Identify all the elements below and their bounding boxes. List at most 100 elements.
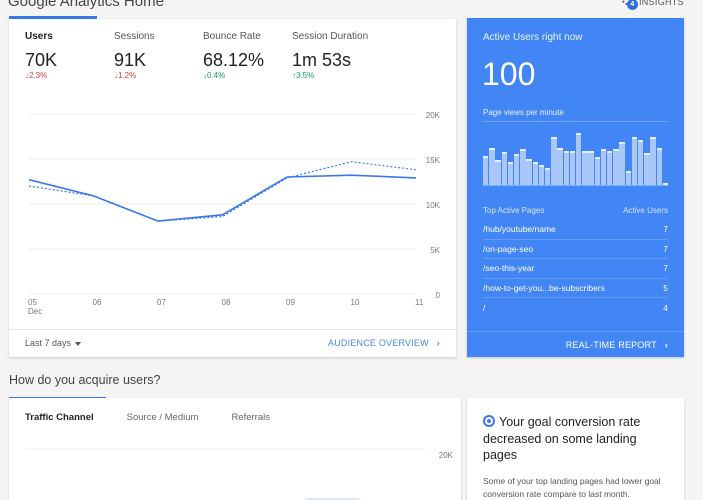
pageviews-bar — [576, 133, 582, 185]
pageviews-bar-chart — [483, 130, 669, 186]
metric-tab-sessions[interactable]: Sessions 91K ↓1.2% — [114, 31, 203, 80]
active-users: 7 — [663, 243, 668, 254]
arrow-down-icon: ↓ — [25, 71, 29, 80]
arrow-down-icon: ↓ — [114, 71, 118, 80]
top-active-pages-table: Top Active Pages Active Users /hub/youtu… — [483, 206, 668, 318]
active-users: 7 — [663, 263, 668, 274]
pageviews-bar — [631, 137, 638, 185]
caret-down-icon — [75, 341, 82, 346]
svg-text:11: 11 — [415, 298, 424, 307]
y-tick-label: 20K — [439, 451, 454, 460]
previous-period-line — [28, 161, 417, 222]
pageviews-bar — [501, 152, 507, 185]
chart-y-axis: 20K 15K 10K 5K 0 — [426, 111, 441, 300]
table-row[interactable]: /hub/youtube/name 7 — [483, 220, 668, 240]
insights-count-badge: 4 — [627, 0, 638, 10]
pageviews-bar — [563, 151, 569, 185]
audience-overview-card: Users 70K ↓2.3% Sessions 91K ↓1.2% Bounc… — [9, 19, 456, 357]
current-period-line — [28, 174, 417, 222]
pageviews-bar — [656, 148, 662, 185]
svg-text:15K: 15K — [426, 156, 441, 165]
pageviews-bar — [538, 165, 545, 185]
audience-overview-link[interactable]: AUDIENCE OVERVIEW › — [328, 338, 440, 348]
conversion-insight-icon — [483, 415, 495, 427]
metric-tab-session-duration[interactable]: Session Duration 1m 53s ↑3.5% — [292, 31, 381, 80]
pageviews-bar — [507, 162, 514, 185]
divider — [483, 121, 668, 122]
pageviews-bar — [495, 160, 501, 185]
svg-text:20K: 20K — [426, 111, 441, 120]
table-row[interactable]: /on-page-seo 7 — [483, 240, 668, 260]
pageviews-bar — [520, 149, 526, 185]
acquisition-tabs: Traffic Channel Source / Medium Referral… — [25, 412, 303, 423]
arrow-up-icon: ↑ — [292, 71, 296, 80]
table-row[interactable]: /4 — [483, 298, 668, 318]
pageviews-bar — [638, 140, 644, 185]
realtime-report-link[interactable]: REAL-TIME REPORT › — [565, 340, 668, 350]
pageviews-bar — [545, 168, 551, 185]
active-users: 4 — [663, 303, 668, 314]
metric-value: 70K — [25, 50, 58, 70]
svg-text:5K: 5K — [430, 246, 440, 255]
table-row[interactable]: /how-to-get-you...be-subscribers 5 — [483, 279, 668, 299]
svg-text:10K: 10K — [426, 201, 441, 210]
pageviews-bar — [532, 162, 538, 185]
svg-text:07: 07 — [157, 298, 166, 307]
tab-source-medium[interactable]: Source / Medium — [126, 412, 199, 423]
active-users: 5 — [663, 283, 668, 294]
pageviews-bar — [600, 149, 607, 185]
realtime-card-footer: REAL-TIME REPORT › — [467, 331, 684, 357]
realtime-card: Active Users right now 100 Page views pe… — [467, 18, 684, 357]
pageviews-bar — [489, 148, 495, 185]
metric-tabs: Users 70K ↓2.3% Sessions 91K ↓1.2% Bounc… — [25, 31, 381, 80]
page-path: /hub/youtube/name — [483, 224, 556, 235]
section-title-acquisition: How do you acquire users? — [9, 373, 161, 387]
active-users-count: 100 — [482, 56, 536, 92]
metric-tab-users[interactable]: Users 70K ↓2.3% — [25, 31, 114, 80]
insights-button[interactable]: 4 INSIGHTS — [622, 0, 684, 10]
metric-change: ↓1.2% — [114, 71, 137, 80]
metric-change: ↓2.3% — [25, 71, 48, 80]
svg-text:09: 09 — [286, 298, 295, 307]
realtime-title: Active Users right now — [483, 32, 583, 43]
active-users: 7 — [663, 224, 668, 235]
tab-traffic-channel[interactable]: Traffic Channel — [25, 412, 94, 423]
svg-text:05: 05 — [28, 298, 37, 307]
page-path: /seo-this-year — [483, 263, 535, 274]
page-title: Google Analytics Home — [8, 0, 164, 10]
table-row[interactable]: /seo-this-year 7 — [483, 259, 668, 279]
tab-referrals[interactable]: Referrals — [231, 412, 270, 423]
insight-body: Some of your top landing pages had lower… — [483, 476, 661, 499]
chart-x-axis: 05 06 07 08 09 10 11 Dec — [28, 298, 424, 316]
metric-change: ↓0.4% — [203, 71, 226, 80]
pageviews-bar — [607, 151, 613, 185]
date-range-dropdown[interactable]: Last 7 days — [25, 338, 82, 348]
insight-card[interactable]: Your goal conversion rate decreased on s… — [467, 398, 684, 500]
column-header-users: Active Users — [623, 206, 668, 215]
pageviews-per-minute-label: Page views per minute — [483, 108, 564, 117]
metric-label: Users — [25, 31, 53, 42]
svg-text:06: 06 — [93, 298, 102, 307]
active-metric-indicator — [9, 16, 97, 19]
pageviews-bar — [526, 159, 532, 185]
chevron-right-icon: › — [664, 340, 668, 350]
pageviews-bar — [594, 157, 600, 185]
metric-value: 91K — [114, 50, 147, 70]
chart-gridlines — [29, 113, 416, 295]
pageviews-bar — [625, 171, 631, 185]
pageviews-bar — [644, 153, 650, 185]
pageviews-bar — [569, 151, 576, 185]
metric-change: ↑3.5% — [292, 71, 315, 80]
pageviews-bar — [619, 142, 625, 185]
metric-label: Bounce Rate — [203, 31, 261, 42]
pageviews-bar — [613, 149, 619, 185]
metric-tab-bounce-rate[interactable]: Bounce Rate 68.12% ↓0.4% — [203, 31, 292, 80]
metric-value: 1m 53s — [292, 50, 352, 70]
pageviews-bar — [483, 156, 489, 185]
svg-text:0: 0 — [436, 291, 441, 300]
pageviews-bar — [551, 137, 557, 185]
svg-text:08: 08 — [222, 298, 231, 307]
column-header-page: Top Active Pages — [483, 206, 545, 215]
pageviews-bar — [588, 151, 594, 185]
pageviews-bar — [582, 151, 588, 185]
